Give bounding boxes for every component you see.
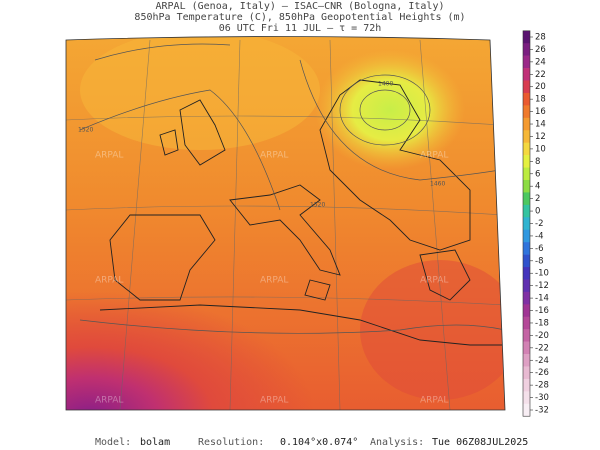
contour-label: 1520 — [310, 202, 325, 209]
colorbar-swatch — [523, 291, 530, 305]
lat-lon-grid — [66, 39, 505, 410]
colorbar-swatch — [523, 155, 530, 168]
colorbar-swatch — [523, 378, 530, 392]
colorbar-tick-label: 24 — [535, 57, 546, 67]
colorbar-tick-label: -20 — [535, 331, 549, 341]
colorbar-swatch — [523, 142, 530, 156]
colorbar-swatch — [523, 242, 530, 255]
colorbar-tick-label: -32 — [535, 406, 549, 416]
footer-label: Resolution: — [198, 437, 264, 448]
colorbar-tick-label: -4 — [535, 231, 543, 241]
colorbar-tick-label: 12 — [535, 132, 546, 142]
colorbar-tick-label: 0 — [535, 207, 540, 217]
watermark: ARPAL — [420, 396, 448, 406]
colorbar-tick-label: -30 — [535, 393, 549, 403]
colorbar-swatch — [523, 391, 530, 405]
colorbar-swatch — [523, 279, 530, 293]
footer: Model: bolam Resolution: 0.104°x0.074° A… — [95, 437, 528, 448]
colorbar-swatch — [523, 30, 530, 44]
watermark: ARPAL — [260, 151, 288, 161]
temperature-field — [80, 36, 320, 150]
colorbar-swatch — [523, 341, 530, 355]
colorbar: 2826242220181614121086420-2-4-6-8-10-12-… — [522, 30, 549, 417]
footer-label: Model: — [95, 437, 131, 448]
colorbar-tick-label: 14 — [535, 120, 546, 130]
colorbar-tick-label: -14 — [535, 294, 549, 304]
colorbar-swatch — [523, 68, 530, 81]
watermark: ARPAL — [420, 151, 448, 161]
header-line: 06 UTC Fri 11 JUL – τ = 72h — [219, 23, 382, 34]
colorbar-swatch — [523, 304, 530, 318]
colorbar-tick-label: -6 — [535, 244, 543, 254]
colorbar-swatch — [523, 130, 530, 143]
colorbar-tick-label: -2 — [535, 219, 543, 229]
temperature-field — [360, 260, 505, 400]
colorbar-tick-label: 18 — [535, 95, 546, 105]
colorbar-tick-label: 8 — [535, 157, 540, 167]
footer-label: Analysis: — [370, 437, 424, 448]
colorbar-swatch — [523, 117, 530, 131]
colorbar-tick-label: -28 — [535, 381, 549, 391]
colorbar-swatch — [523, 192, 530, 206]
height-contours — [79, 43, 505, 334]
colorbar-tick-label: 28 — [535, 33, 546, 43]
colorbar-swatch — [523, 217, 530, 231]
header-line: ARPAL (Genoa, Italy) – ISAC–CNR (Bologna… — [156, 1, 445, 12]
footer-value: Tue 06Z08JUL2025 — [432, 437, 528, 448]
colorbar-tick-label: -8 — [535, 256, 543, 266]
colorbar-tick-label: 6 — [535, 169, 540, 179]
colorbar-tick-label: -26 — [535, 368, 549, 378]
colorbar-swatch — [523, 354, 530, 367]
footer-value: bolam — [140, 437, 170, 448]
colorbar-swatch — [523, 403, 530, 417]
colorbar-swatch — [523, 204, 530, 218]
colorbar-tick-label: 10 — [535, 144, 546, 154]
colorbar-swatch — [523, 329, 530, 342]
colorbar-tick-label: -18 — [535, 318, 549, 328]
colorbar-swatch — [523, 105, 530, 119]
colorbar-tick-label: -24 — [535, 356, 549, 366]
colorbar-swatch — [523, 167, 530, 181]
colorbar-swatch — [523, 179, 530, 193]
coastlines — [99, 79, 505, 346]
header-line: 850hPa Temperature (C), 850hPa Geopotent… — [134, 12, 465, 23]
colorbar-swatch — [523, 43, 530, 56]
colorbar-tick-label: 26 — [535, 45, 546, 55]
watermark: ARPAL — [260, 396, 288, 406]
colorbar-swatch — [523, 316, 530, 330]
map-area: 1520 1400 1460 1520 ARPAL ARPAL ARPAL AR… — [66, 36, 505, 410]
watermark: ARPAL — [95, 276, 123, 286]
colorbar-tick-label: -22 — [535, 343, 549, 353]
watermark: ARPAL — [420, 276, 448, 286]
temperature-field — [315, 50, 465, 170]
footer-value: 0.104°x0.074° — [280, 437, 358, 448]
map-frame — [65, 36, 506, 411]
colorbar-tick-label: 4 — [535, 182, 540, 192]
watermark: ARPAL — [95, 396, 123, 406]
contour-label: 1400 — [378, 81, 393, 88]
colorbar-tick-label: 2 — [535, 194, 540, 204]
colorbar-swatch — [523, 366, 530, 380]
watermark: ARPAL — [95, 151, 123, 161]
colorbar-tick-label: 16 — [535, 107, 546, 117]
colorbar-swatch — [523, 267, 530, 280]
colorbar-swatch — [523, 229, 530, 243]
colorbar-tick-label: 22 — [535, 70, 546, 80]
colorbar-tick-label: -10 — [535, 269, 549, 279]
colorbar-tick-label: 20 — [535, 82, 546, 92]
contour-label: 1520 — [78, 127, 93, 134]
colorbar-swatch — [523, 80, 530, 94]
colorbar-frame — [522, 30, 531, 417]
colorbar-tick-label: -16 — [535, 306, 549, 316]
colorbar-swatch — [523, 55, 530, 69]
colorbar-tick-label: -12 — [535, 281, 549, 291]
contour-label: 1460 — [430, 181, 445, 188]
colorbar-swatch — [523, 92, 530, 106]
watermark: ARPAL — [260, 276, 288, 286]
colorbar-swatch — [523, 254, 530, 268]
